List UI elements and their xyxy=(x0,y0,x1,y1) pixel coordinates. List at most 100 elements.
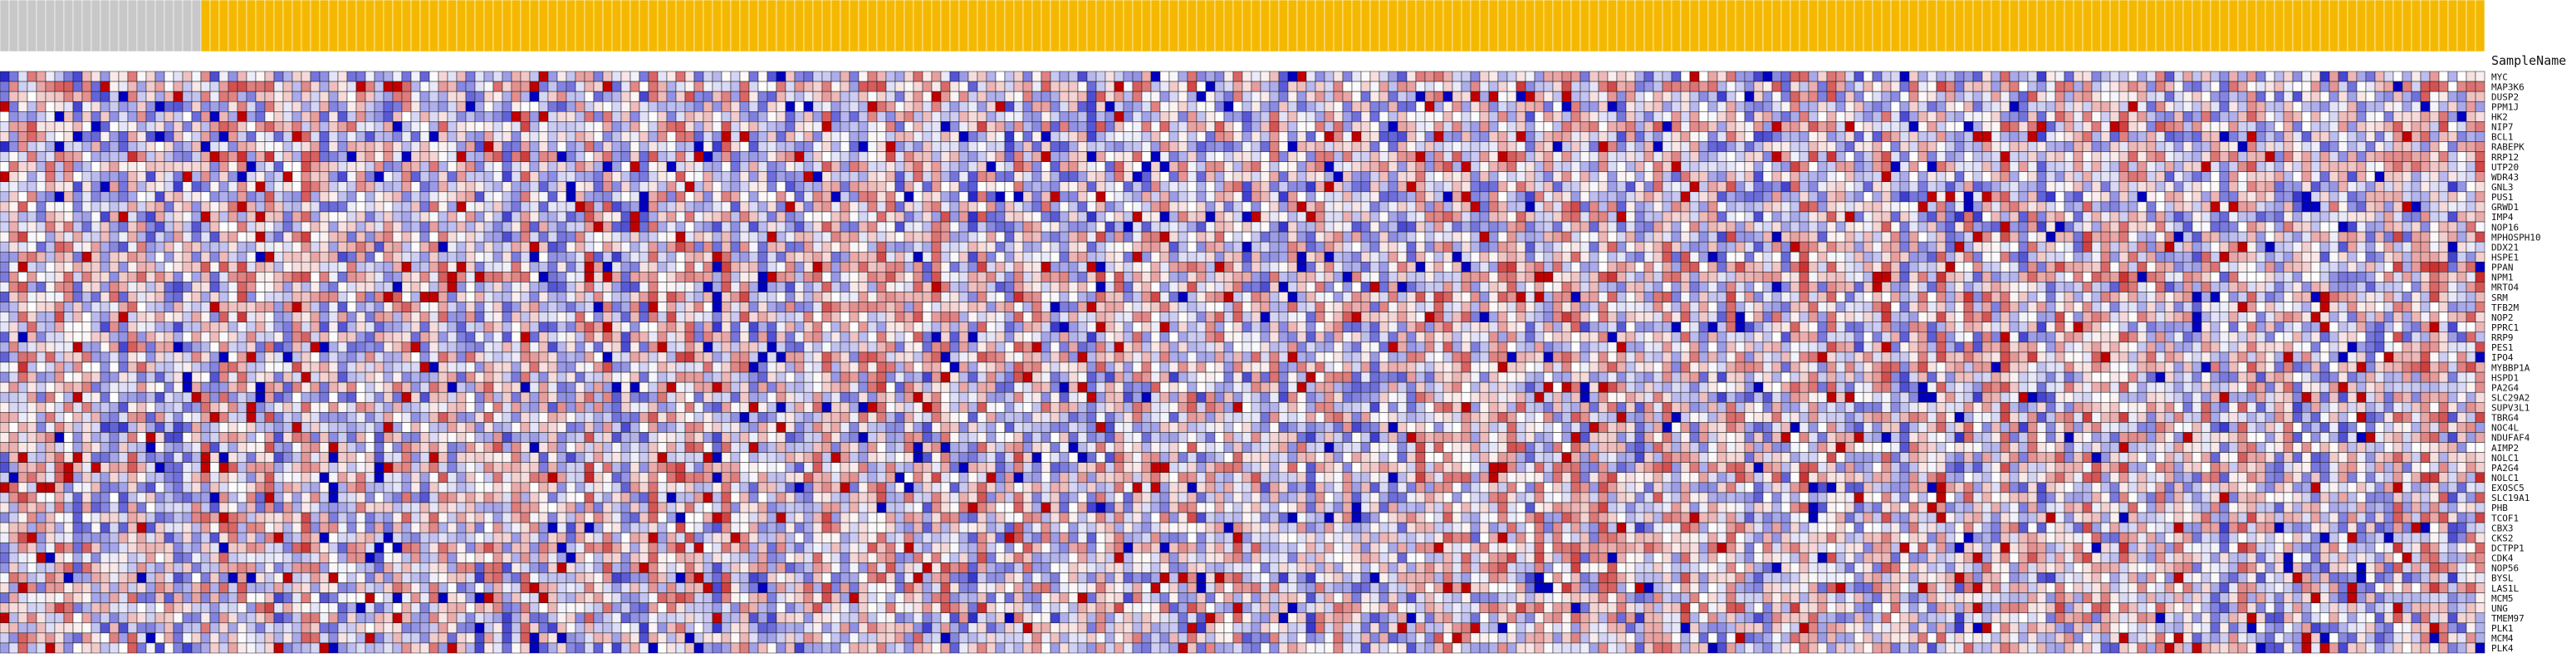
heatmap-cell xyxy=(1398,162,1407,172)
heatmap-cell xyxy=(448,111,457,121)
heatmap-cell xyxy=(338,172,347,182)
heatmap-cell xyxy=(301,222,311,232)
heatmap-cell xyxy=(1041,91,1050,101)
heatmap-cell xyxy=(1151,71,1160,81)
heatmap-cell xyxy=(1142,131,1151,141)
heatmap-cell xyxy=(1562,101,1571,111)
case-column-header xyxy=(1352,0,1361,52)
heatmap-cell xyxy=(676,192,685,202)
heatmap-cell xyxy=(2092,101,2101,111)
heatmap-cell xyxy=(1790,222,1800,232)
heatmap-cell xyxy=(2265,121,2275,131)
case-column-header xyxy=(639,0,649,52)
heatmap-cell xyxy=(521,162,530,172)
heatmap-cell xyxy=(329,101,338,111)
heatmap-cell xyxy=(2329,131,2338,141)
heatmap-cell xyxy=(521,202,530,212)
heatmap-cell xyxy=(2128,232,2138,242)
heatmap-cell xyxy=(2284,182,2293,192)
heatmap-cell xyxy=(1827,71,1836,81)
heatmap-cell xyxy=(813,121,822,131)
heatmap-cell xyxy=(2448,162,2457,172)
heatmap-cell xyxy=(1827,121,1836,131)
heatmap-cell xyxy=(146,212,155,222)
heatmap-cell xyxy=(2457,182,2466,192)
heatmap-cell xyxy=(1480,232,1489,242)
heatmap-cell xyxy=(2128,172,2138,182)
heatmap-cell xyxy=(1197,101,1206,111)
heatmap-cell xyxy=(1288,101,1297,111)
heatmap-cell xyxy=(1617,172,1626,182)
heatmap-cell xyxy=(2393,162,2402,172)
heatmap-cell xyxy=(1736,101,1745,111)
heatmap-cell xyxy=(904,172,913,182)
heatmap-cell xyxy=(1544,212,1553,222)
heatmap-cell xyxy=(1635,222,1644,232)
heatmap-cell xyxy=(795,111,804,121)
heatmap-cell xyxy=(137,111,146,121)
heatmap-cell xyxy=(1041,131,1050,141)
heatmap-cell xyxy=(850,111,859,121)
heatmap-cell xyxy=(1334,121,1343,131)
heatmap-cell xyxy=(1672,232,1681,242)
heatmap-cell xyxy=(639,172,649,182)
case-column-header xyxy=(457,0,466,52)
heatmap-cell xyxy=(1489,81,1498,91)
heatmap-cell xyxy=(566,172,575,182)
heatmap-cell xyxy=(585,81,594,91)
heatmap-cell xyxy=(1060,141,1069,151)
heatmap-cell xyxy=(1982,162,1991,172)
heatmap-cell xyxy=(201,192,210,202)
heatmap-cell xyxy=(1069,121,1078,131)
heatmap-cell xyxy=(950,131,959,141)
heatmap-cell xyxy=(950,141,959,151)
heatmap-cell xyxy=(1178,141,1188,151)
heatmap-cell xyxy=(1425,101,1434,111)
heatmap-cell xyxy=(1562,131,1571,141)
heatmap-cell xyxy=(1937,131,1946,141)
heatmap-cell xyxy=(1973,141,1982,151)
heatmap-cell xyxy=(2110,182,2119,192)
heatmap-cell xyxy=(950,121,959,131)
heatmap-cell xyxy=(1507,172,1516,182)
heatmap-cell xyxy=(1188,152,1197,162)
heatmap-cell xyxy=(859,101,868,111)
heatmap-cell xyxy=(2165,71,2174,81)
heatmap-cell xyxy=(1589,71,1599,81)
heatmap-cell xyxy=(1334,182,1343,192)
heatmap-cell xyxy=(1781,131,1790,141)
heatmap-cell xyxy=(594,111,603,121)
heatmap-cell xyxy=(402,172,411,182)
heatmap-cell xyxy=(192,232,201,242)
heatmap-cell xyxy=(192,242,201,252)
heatmap-cell xyxy=(1188,131,1197,141)
heatmap-cell xyxy=(1580,101,1589,111)
heatmap-cell xyxy=(438,202,448,212)
heatmap-cell xyxy=(2037,202,2046,212)
heatmap-cell xyxy=(1571,202,1580,212)
heatmap-cell xyxy=(1224,232,1233,242)
heatmap-cell xyxy=(749,152,758,162)
case-column-header xyxy=(1023,0,1032,52)
heatmap-cell xyxy=(1060,131,1069,141)
heatmap-cell xyxy=(1982,91,1991,101)
heatmap-cell xyxy=(438,212,448,222)
heatmap-cell xyxy=(2430,121,2439,131)
heatmap-cell xyxy=(2128,182,2138,192)
heatmap-cell xyxy=(484,91,493,101)
heatmap-cell xyxy=(1699,162,1708,172)
heatmap-cell xyxy=(1078,232,1087,242)
heatmap-cell xyxy=(959,222,968,232)
heatmap-cell xyxy=(457,111,466,121)
heatmap-cell xyxy=(1617,182,1626,192)
heatmap-cell xyxy=(539,212,548,222)
heatmap-cell xyxy=(2466,212,2476,222)
heatmap-cell xyxy=(1507,232,1516,242)
heatmap-cell xyxy=(959,192,968,202)
heatmap-cell xyxy=(274,222,283,232)
heatmap-cell xyxy=(1845,152,1854,162)
heatmap-cell xyxy=(1169,172,1178,182)
heatmap-cell xyxy=(813,202,822,212)
heatmap-cell xyxy=(320,182,329,192)
heatmap-cell xyxy=(740,162,749,172)
